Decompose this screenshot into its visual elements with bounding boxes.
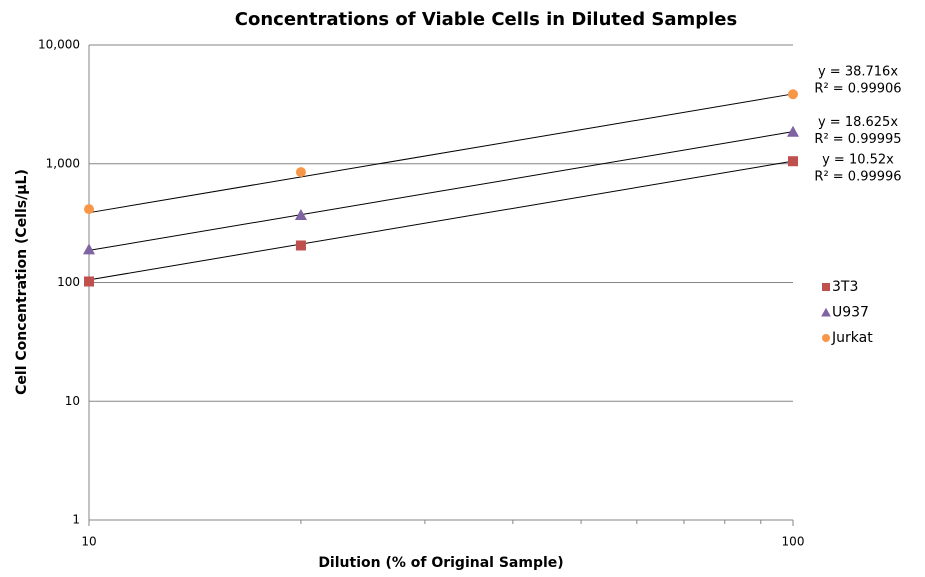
x-tick-label: 100 bbox=[782, 535, 805, 549]
y-tick-label: 1,000 bbox=[46, 156, 80, 170]
data-point bbox=[84, 276, 94, 287]
legend-marker bbox=[822, 283, 830, 291]
trendline-equation: y = 18.625x bbox=[818, 115, 898, 130]
y-tick-label: 100 bbox=[57, 275, 80, 289]
trendline-equation: y = 10.52x bbox=[822, 153, 894, 168]
data-point bbox=[83, 243, 95, 255]
chart-title: Concentrations of Viable Cells in Dilute… bbox=[235, 9, 737, 30]
y-tick-label: 10,000 bbox=[38, 38, 80, 52]
trendline-r2: R² = 0.99996 bbox=[814, 170, 901, 185]
x-tick-label: 10 bbox=[81, 535, 96, 549]
data-point bbox=[84, 204, 94, 215]
trendline bbox=[88, 160, 794, 281]
legend-label: Jurkat bbox=[831, 330, 873, 346]
trendline-equation: y = 38.716x bbox=[818, 64, 898, 79]
y-tick-label: 10 bbox=[65, 394, 80, 408]
y-tick-label: 1 bbox=[72, 513, 80, 527]
x-axis-label: Dilution (% of Original Sample) bbox=[318, 555, 563, 571]
data-point bbox=[295, 240, 306, 251]
y-axis-label: Cell Concentration (Cells/µL) bbox=[14, 169, 30, 395]
trendline-r2: R² = 0.99906 bbox=[814, 81, 901, 96]
legend-label: 3T3 bbox=[832, 279, 858, 295]
trendline bbox=[88, 93, 794, 214]
legend-marker bbox=[822, 334, 830, 342]
data-point bbox=[788, 156, 798, 167]
data-point bbox=[295, 167, 306, 178]
trendline-r2: R² = 0.99995 bbox=[814, 132, 901, 147]
data-point bbox=[788, 89, 798, 100]
trendline bbox=[88, 131, 794, 251]
data-point bbox=[294, 209, 307, 221]
legend-marker bbox=[821, 307, 831, 317]
data-point bbox=[787, 125, 799, 137]
legend-label: U937 bbox=[832, 305, 869, 321]
